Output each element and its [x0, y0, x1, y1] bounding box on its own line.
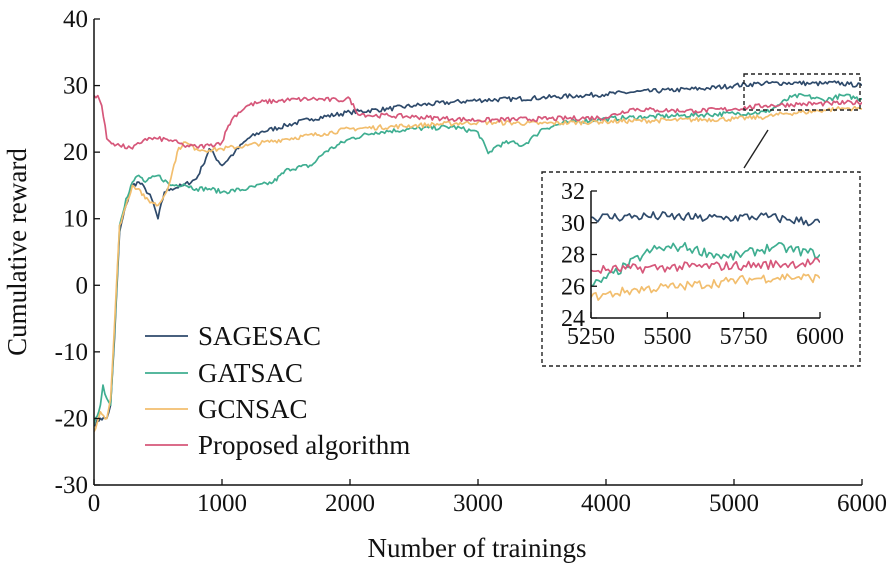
x-tick-label: 6000 — [837, 490, 887, 517]
x-axis-title: Number of trainings — [368, 533, 587, 563]
inset-y-tick-label: 26 — [561, 274, 585, 300]
inset-x-tick-label: 5750 — [720, 324, 768, 350]
inset-frame — [541, 171, 861, 367]
legend-label-proposed: Proposed algorithm — [198, 430, 410, 460]
y-tick-label: -30 — [55, 472, 88, 499]
inset-series-line-gatsac — [591, 241, 820, 288]
series-line-gcnsac — [94, 105, 862, 433]
zoom-region-box — [743, 73, 861, 111]
series-line-gatsac — [94, 93, 862, 426]
inset-y-tick-label: 32 — [561, 179, 585, 205]
inset-x-tick-label: 5500 — [643, 324, 691, 350]
series-line-proposed-algorithm — [94, 94, 862, 150]
inset-series-group — [591, 211, 820, 301]
y-tick-label: 20 — [63, 139, 88, 166]
main-plot-area: 0 1000 2000 3000 4000 5000 6000 -30 -20 -10 0 10 20 3… — [55, 6, 887, 517]
inset-x-tick-label: 5250 — [567, 324, 615, 350]
y-tick-label: 0 — [76, 272, 89, 299]
inset-y-tick-label: 24 — [561, 306, 585, 332]
inset-series-line-gcnsac — [591, 273, 820, 301]
series-line-sagesac — [94, 80, 862, 427]
y-tick-label: 40 — [63, 6, 88, 33]
legend: SAGESAC GATSAC GCNSAC Proposed algorithm — [145, 321, 410, 460]
inset-y-tick-label: 28 — [561, 243, 585, 269]
x-tick-label: 2000 — [325, 490, 375, 517]
inset-series-line-proposed-algorithm — [591, 257, 820, 274]
inset-plot-area: 5250 5500 5750 6000 24 26 28 30 32 — [561, 179, 844, 350]
x-tick-label: 0 — [88, 490, 101, 517]
x-tick-label: 1000 — [197, 490, 247, 517]
y-tick-label: -20 — [55, 405, 88, 432]
inset-x-tick-label: 6000 — [796, 324, 844, 350]
x-tick-label: 4000 — [581, 490, 631, 517]
y-tick-label: 10 — [63, 206, 88, 233]
zoom-connector-line — [743, 129, 769, 169]
inset-series-line-sagesac — [591, 211, 820, 227]
x-tick-label: 3000 — [453, 490, 503, 517]
y-axis-title: Cumulative reward — [2, 148, 32, 356]
inset-y-tick-label: 30 — [561, 211, 585, 237]
legend-label-gatsac: GATSAC — [198, 358, 303, 388]
x-tick-label: 5000 — [709, 490, 759, 517]
legend-label-sagesac: SAGESAC — [198, 321, 321, 351]
y-tick-label: -10 — [55, 339, 88, 366]
series-group — [94, 80, 862, 433]
y-tick-label: 30 — [63, 73, 88, 100]
legend-label-gcnsac: GCNSAC — [198, 394, 308, 424]
